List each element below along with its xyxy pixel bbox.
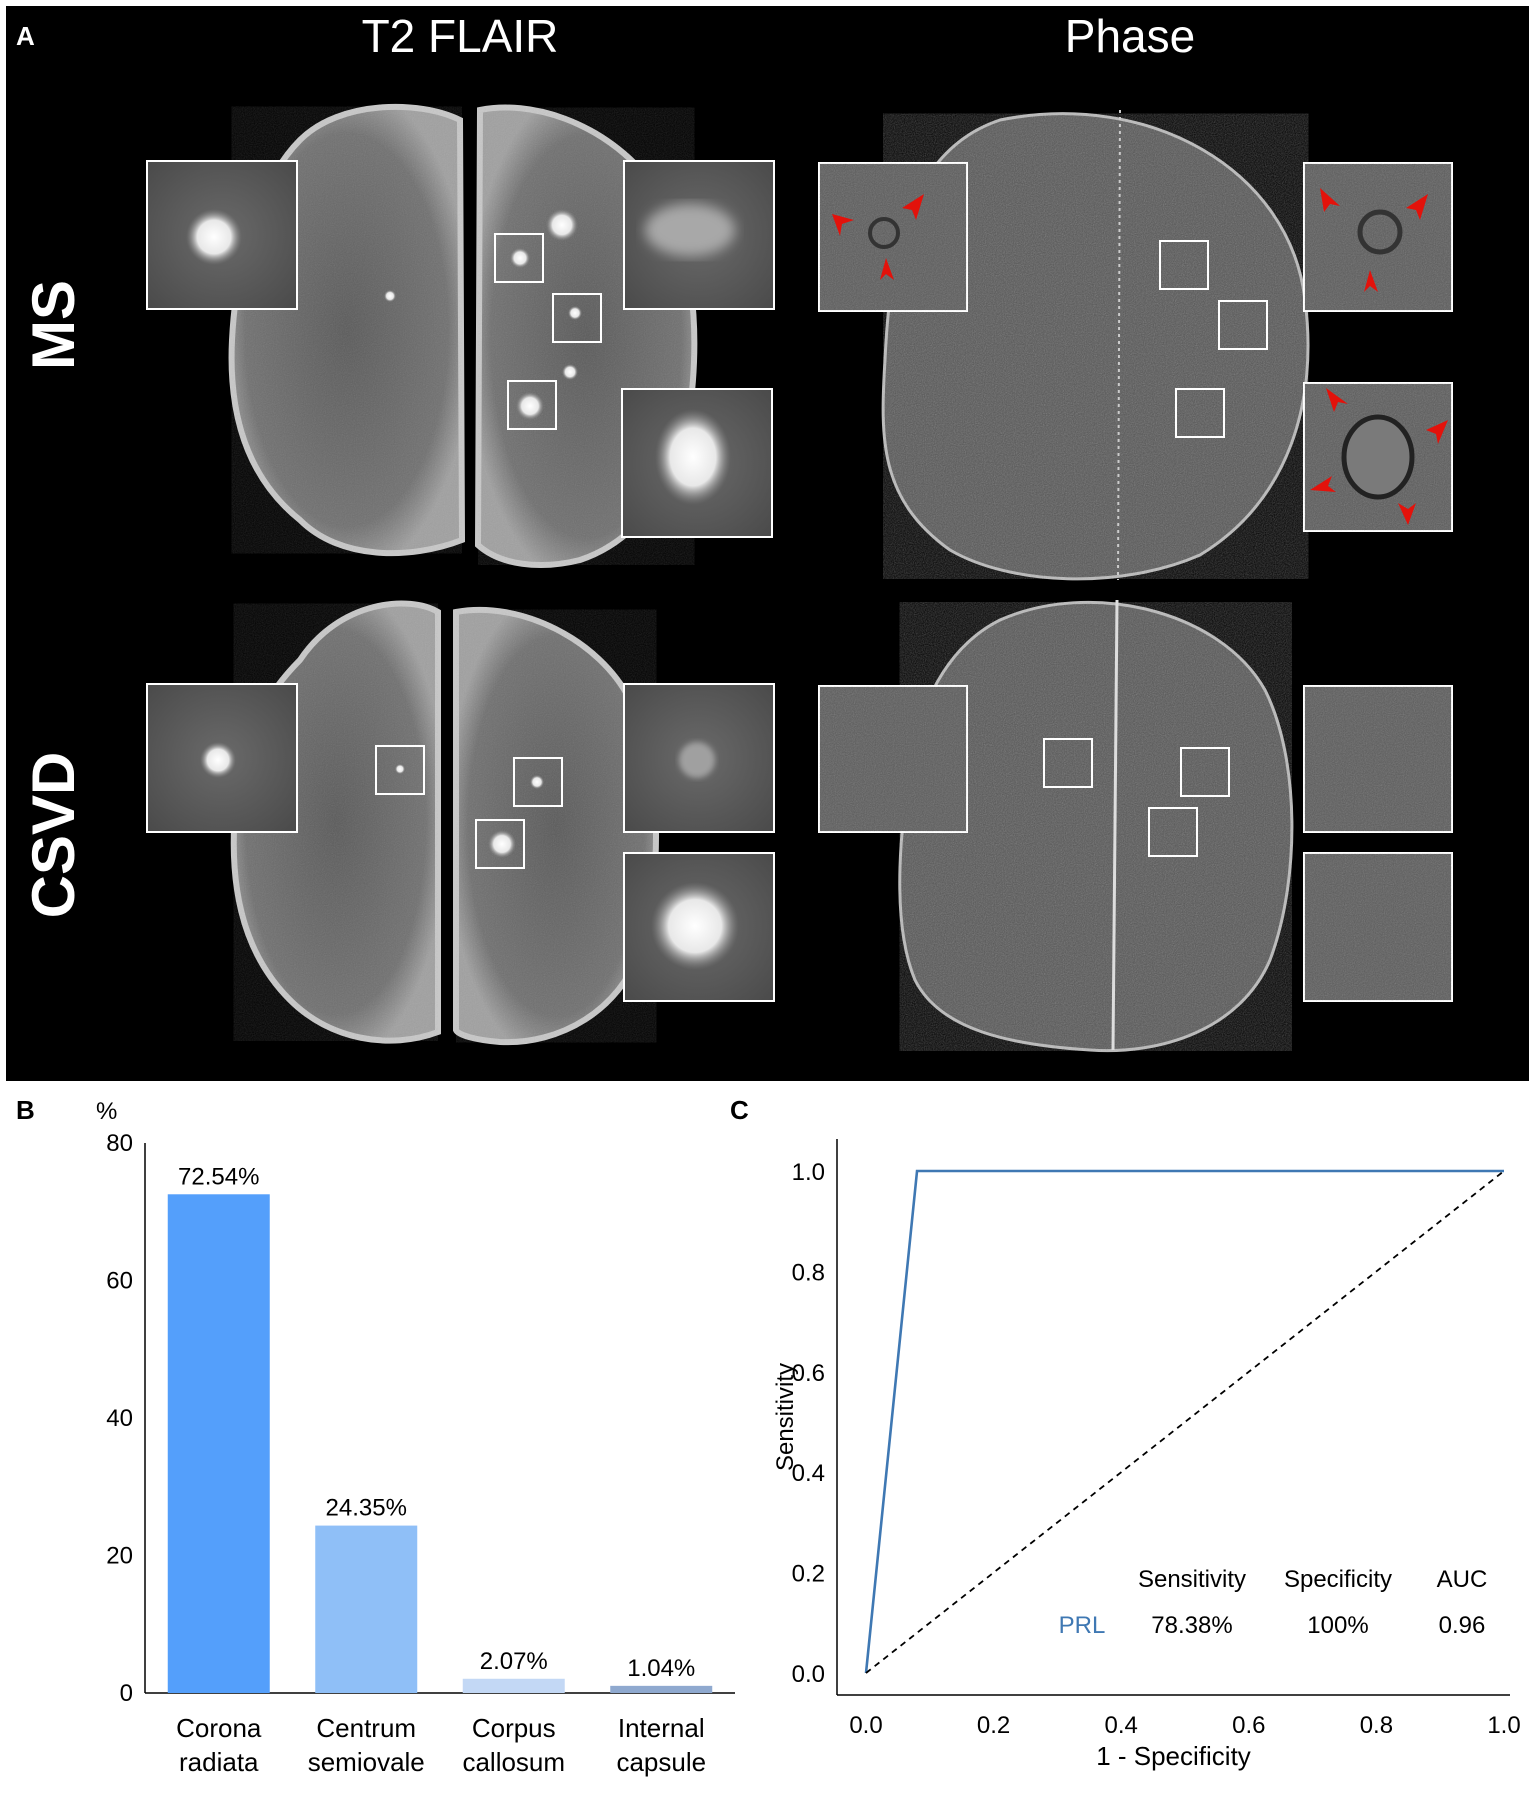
roc-y-tick-label: 0.8	[792, 1259, 825, 1286]
bar-chart-y-unit: %	[96, 1098, 117, 1125]
bar-y-tick-label: 80	[106, 1130, 133, 1157]
bar-category-label: callosum	[462, 1747, 565, 1777]
csvd-flair-inset-right-top	[623, 683, 775, 833]
panel-c-letter: C	[730, 1095, 749, 1125]
mri-grid: A T2 FLAIR Phase MS CSVD	[6, 6, 1529, 1081]
csvd-phase-brain	[898, 599, 1294, 1053]
roc-table-header: AUC	[1437, 1566, 1488, 1593]
csvd-flair-inset-left	[146, 683, 298, 833]
arrowhead-icon	[902, 194, 924, 220]
bar-category-label: Centrum	[316, 1713, 416, 1743]
bar-data-label: 24.35%	[326, 1495, 407, 1522]
roc-x-tick-label: 1.0	[1487, 1712, 1520, 1739]
roc-x-tick-label: 0.2	[977, 1712, 1010, 1739]
arrowhead-icon	[1398, 503, 1416, 525]
csvd-flair-inset-right-bottom	[623, 852, 775, 1002]
bar-data-label: 1.04%	[627, 1655, 695, 1682]
arrowhead-icon	[1426, 420, 1448, 444]
bar-y-tick-label: 60	[106, 1268, 133, 1295]
roc-metrics-table: Sensitivity Specificity AUC PRL 78.38% 100% 0.…	[1059, 1566, 1488, 1639]
roc-y-tick-label: 0.6	[792, 1360, 825, 1387]
roc-table-cell: 0.96	[1439, 1612, 1486, 1639]
row-label-ms: MS	[20, 280, 87, 370]
roc-chart-lines	[864, 1169, 1505, 1674]
roc-table-cell: 100%	[1307, 1612, 1368, 1639]
roc-chart-axes: 0.0 0.2 0.4 0.6 0.8 1.0 0.0 0.2 0.4 0.6 0.8 1.0 1 - …	[772, 1139, 1521, 1771]
roc-y-tick-label: 0.4	[792, 1460, 825, 1487]
roc-table-cell: 78.38%	[1151, 1612, 1232, 1639]
panel-b-letter: B	[16, 1095, 35, 1125]
ms-phase-inset-right-top	[1303, 162, 1453, 312]
ms-phase-brain	[881, 109, 1310, 581]
csvd-phase-inset-left	[818, 685, 968, 833]
panel-a-letter: A	[16, 21, 35, 51]
arrowhead-icon	[1364, 270, 1378, 292]
roc-table-row-label: PRL	[1059, 1612, 1106, 1639]
ms-flair-inset-right-top	[623, 160, 775, 310]
ms-phase-inset-left	[818, 162, 968, 312]
roc-x-tick-label: 0.0	[849, 1712, 882, 1739]
bar-chart-svg: B % 0 20 40 60 80 72.54% Corona radiata 24.35% C…	[16, 1095, 735, 1777]
roc-y-tick-label: 1.0	[792, 1159, 825, 1186]
ms-flair-inset-left	[146, 160, 298, 310]
bar-category-label: Corpus	[472, 1713, 556, 1743]
csvd-flair-brain	[230, 600, 659, 1046]
arrowhead-icon	[1326, 388, 1348, 412]
arrowhead-icon	[880, 258, 894, 280]
bar	[315, 1525, 418, 1693]
roc-x-axis-title: 1 - Specificity	[1096, 1741, 1251, 1771]
bar-y-tick-label: 20	[106, 1543, 133, 1570]
panel-c-roc-chart: C 0.0 0.2 0.4 0.6 0.8 1.0 0.0 0.2 0.4 0.6 0.8 1.0 1 …	[730, 1085, 1535, 1808]
csvd-phase-inset-right-top	[1303, 685, 1453, 833]
roc-reference-diagonal	[865, 1170, 1505, 1674]
roc-y-axis-title: Sensitivity	[772, 1363, 799, 1471]
panel-b-bar-chart: B % 0 20 40 60 80 72.54% Corona radiata 24.35% C…	[0, 1085, 750, 1808]
bar-y-tick-label: 0	[120, 1680, 133, 1707]
bar-y-tick-label: 40	[106, 1405, 133, 1432]
bar-category-label: Internal	[618, 1713, 705, 1743]
roc-y-tick-label: 0.0	[792, 1661, 825, 1688]
roc-x-tick-label: 0.8	[1360, 1712, 1393, 1739]
bar-category-label: capsule	[616, 1747, 706, 1777]
roc-table-header: Sensitivity	[1138, 1566, 1246, 1593]
roc-curve	[864, 1169, 1504, 1674]
roc-x-tick-label: 0.6	[1232, 1712, 1265, 1739]
red-arrowhead-markers	[832, 188, 1448, 525]
bar-data-label: 72.54%	[178, 1163, 259, 1190]
column-title-phase: Phase	[1065, 10, 1195, 62]
row-label-csvd: CSVD	[20, 752, 87, 919]
bar-category-label: Corona	[176, 1713, 262, 1743]
arrowhead-icon	[1406, 194, 1428, 220]
bar	[167, 1194, 270, 1693]
bar-category-label: semiovale	[308, 1747, 425, 1777]
roc-chart-svg: C 0.0 0.2 0.4 0.6 0.8 1.0 0.0 0.2 0.4 0.6 0.8 1.0 1 …	[730, 1095, 1521, 1771]
arrowhead-icon	[1310, 476, 1336, 492]
arrowhead-icon	[1320, 188, 1340, 212]
bar-chart-bars: 72.54% Corona radiata 24.35% Centrum semioval…	[167, 1163, 713, 1777]
ms-flair-brain	[228, 103, 698, 568]
arrowhead-icon	[832, 214, 854, 236]
roc-y-tick-label: 0.2	[792, 1561, 825, 1588]
ms-flair-inset-right-bottom	[621, 388, 773, 538]
csvd-phase-inset-right-bottom	[1303, 852, 1453, 1002]
roc-x-tick-label: 0.4	[1105, 1712, 1138, 1739]
panel-a-mri-figure: A T2 FLAIR Phase MS CSVD	[6, 6, 1529, 1081]
bar-data-label: 2.07%	[480, 1648, 548, 1675]
column-title-t2-flair: T2 FLAIR	[362, 10, 559, 62]
bar	[610, 1685, 713, 1693]
roc-table-header: Specificity	[1284, 1566, 1392, 1593]
ms-phase-inset-right-bottom	[1303, 382, 1453, 532]
bar-category-label: radiata	[179, 1747, 259, 1777]
bar	[462, 1678, 565, 1693]
